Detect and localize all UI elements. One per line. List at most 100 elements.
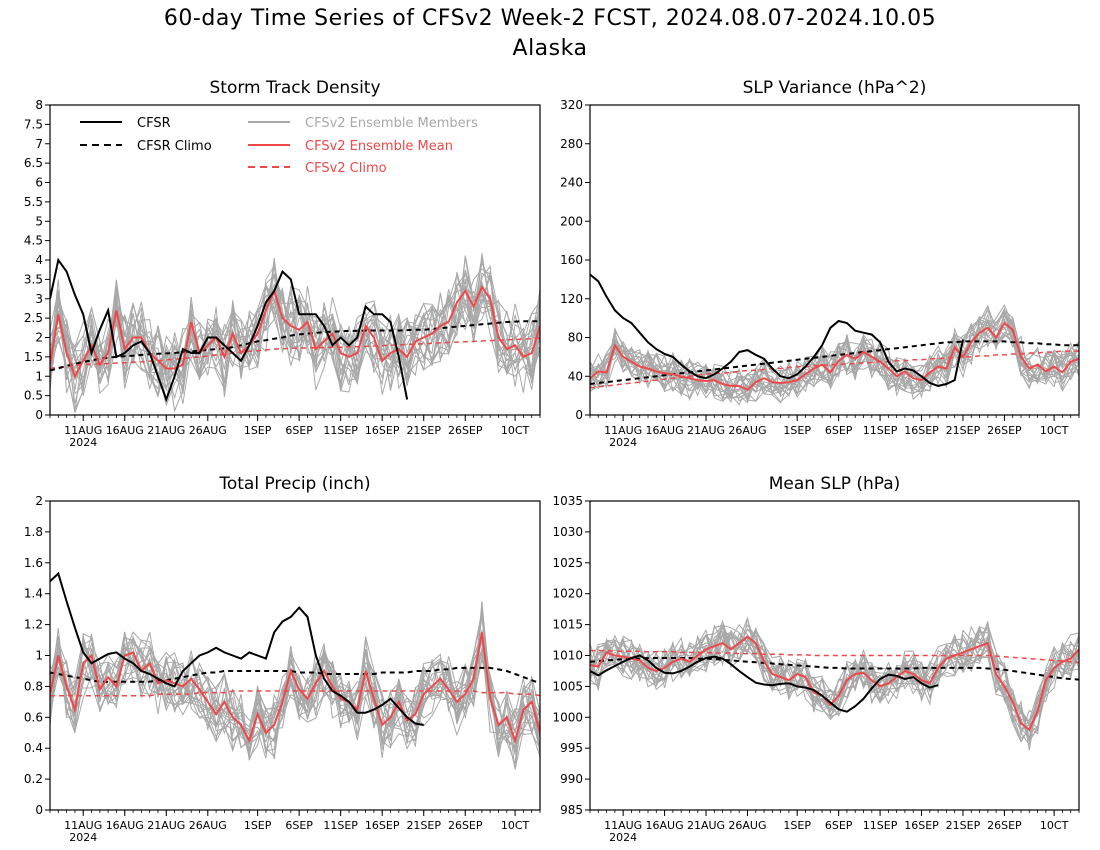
x-tick-label: 16SEP bbox=[365, 819, 400, 832]
x-tick-label: 21AUG bbox=[687, 424, 725, 437]
ensemble-member-line bbox=[590, 310, 1079, 402]
y-tick-label: 1010 bbox=[552, 649, 583, 663]
y-tick-label: 3.5 bbox=[24, 272, 43, 286]
y-tick-label: 990 bbox=[560, 772, 583, 786]
y-tick-label: 1005 bbox=[552, 679, 583, 693]
ensemble-member-line bbox=[50, 633, 540, 751]
cfsv2-climo-line bbox=[50, 690, 540, 697]
y-tick-label: 7 bbox=[35, 137, 43, 151]
x-tick-label: 26SEP bbox=[448, 819, 483, 832]
x-tick-label: 1SEP bbox=[783, 819, 811, 832]
ensemble-member-line bbox=[590, 304, 1079, 403]
plot-area bbox=[50, 253, 540, 413]
x-tick-label: 6SEP bbox=[825, 424, 853, 437]
x-tick-label: 21AUG bbox=[687, 819, 725, 832]
y-tick-label: 1.5 bbox=[24, 350, 43, 364]
y-tick-label: 0.2 bbox=[24, 772, 43, 786]
x-tick-label: 21AUG bbox=[147, 424, 185, 437]
x-tick-label: 10CT bbox=[1040, 819, 1069, 832]
x-tick-label: 11SEP bbox=[323, 819, 358, 832]
y-tick-label: 1015 bbox=[552, 618, 583, 632]
y-tick-label: 3 bbox=[35, 292, 43, 306]
x-tick-label: 10CT bbox=[501, 819, 530, 832]
chart-title: Total Precip (inch) bbox=[218, 474, 370, 494]
ensemble-mean-line bbox=[50, 632, 540, 744]
chart-panel-2: SLP Variance (hPa^2) 0 40 80 120 160 200 240 280… bbox=[560, 78, 1080, 449]
x-tick-label: 11SEP bbox=[863, 819, 898, 832]
y-tick-label: 0 bbox=[575, 408, 583, 422]
x-tick-label: 26AUG bbox=[189, 819, 227, 832]
y-tick-label: 2.5 bbox=[24, 311, 43, 325]
y-tick-label: 1 bbox=[35, 369, 43, 383]
y-tick-label: 40 bbox=[568, 369, 583, 383]
x-tick-label: 1SEP bbox=[244, 819, 272, 832]
ensemble-member-line bbox=[50, 262, 540, 400]
plot-area bbox=[50, 571, 540, 770]
y-tick-label: 1000 bbox=[552, 710, 583, 724]
cfsv2-climo-line bbox=[590, 350, 1079, 389]
y-tick-label: 1035 bbox=[552, 494, 583, 508]
y-tick-label: 160 bbox=[560, 253, 583, 267]
ensemble-member-line bbox=[50, 258, 540, 394]
x-tick-label: 16AUG bbox=[646, 424, 684, 437]
plot-area bbox=[590, 273, 1079, 406]
legend-label: CFSv2 Ensemble Mean bbox=[305, 139, 453, 154]
ensemble-members bbox=[50, 253, 540, 413]
x-tick-label: 26SEP bbox=[987, 424, 1022, 437]
x-tick-label: 11AUG bbox=[604, 819, 642, 832]
y-tick-label: 995 bbox=[560, 741, 583, 755]
y-tick-label: 320 bbox=[560, 98, 583, 112]
y-tick-label: 80 bbox=[568, 331, 583, 345]
ensemble-members bbox=[590, 616, 1079, 751]
chart-panel-4: Mean SLP (hPa) 985 990 995 1000 1005 1010 1015 1… bbox=[552, 474, 1080, 844]
ensemble-members bbox=[50, 601, 540, 770]
x-tick-label: 21AUG bbox=[147, 819, 185, 832]
ensemble-member-line bbox=[590, 624, 1079, 743]
x-tick-label: 11AUG bbox=[604, 424, 642, 437]
y-tick-label: 0.5 bbox=[24, 389, 43, 403]
y-tick-label: 6 bbox=[35, 176, 43, 190]
y-tick-label: 0.6 bbox=[24, 710, 43, 724]
y-tick-label: 5.5 bbox=[24, 195, 43, 209]
page-subtitle-region: Alaska bbox=[512, 36, 588, 61]
x-tick-label: 1SEP bbox=[244, 424, 272, 437]
cfsr-line bbox=[50, 571, 424, 726]
x-tick-label: 1SEP bbox=[783, 424, 811, 437]
y-tick-label: 1025 bbox=[552, 556, 583, 570]
x-year-label: 2024 bbox=[609, 831, 637, 844]
cfsr-climo-line bbox=[50, 320, 540, 372]
x-tick-label: 11SEP bbox=[323, 424, 358, 437]
y-tick-label: 5 bbox=[35, 214, 43, 228]
y-tick-label: 2 bbox=[35, 494, 43, 508]
x-tick-label: 21SEP bbox=[406, 424, 441, 437]
legend-label: CFSv2 Ensemble Members bbox=[305, 116, 478, 131]
ensemble-mean-line bbox=[590, 635, 1079, 732]
x-tick-label: 16SEP bbox=[365, 424, 400, 437]
x-tick-label: 6SEP bbox=[285, 819, 313, 832]
x-tick-label: 26AUG bbox=[189, 424, 227, 437]
y-tick-label: 0 bbox=[35, 408, 43, 422]
legend: CFSR CFSR Climo CFSv2 Ensemble Members CFSv… bbox=[80, 116, 478, 176]
y-tick-label: 280 bbox=[560, 137, 583, 151]
cfsv2-climo-line bbox=[590, 649, 1079, 664]
y-tick-label: 985 bbox=[560, 803, 583, 817]
cfsr-climo-line bbox=[50, 666, 540, 685]
ensemble-member-line bbox=[50, 636, 540, 760]
x-tick-label: 21SEP bbox=[946, 819, 981, 832]
x-tick-label: 26SEP bbox=[987, 819, 1022, 832]
ensemble-member-line bbox=[590, 624, 1079, 743]
y-tick-label: 1 bbox=[35, 649, 43, 663]
y-tick-label: 1.8 bbox=[24, 525, 43, 539]
x-tick-label: 16AUG bbox=[106, 424, 144, 437]
x-tick-label: 26AUG bbox=[728, 424, 766, 437]
y-tick-label: 1030 bbox=[552, 525, 583, 539]
chart-panel-3: Total Precip (inch) 0 0.2 0.4 0.6 0.8 1 1.2 1.4 1… bbox=[24, 474, 541, 844]
cfsv2-climo-line bbox=[50, 337, 540, 370]
ensemble-member-line bbox=[50, 272, 540, 413]
ensemble-member-line bbox=[50, 615, 540, 757]
chart-title: SLP Variance (hPa^2) bbox=[743, 78, 927, 98]
y-tick-label: 1020 bbox=[552, 587, 583, 601]
x-year-label: 2024 bbox=[69, 831, 97, 844]
cfsr-line bbox=[50, 257, 409, 403]
